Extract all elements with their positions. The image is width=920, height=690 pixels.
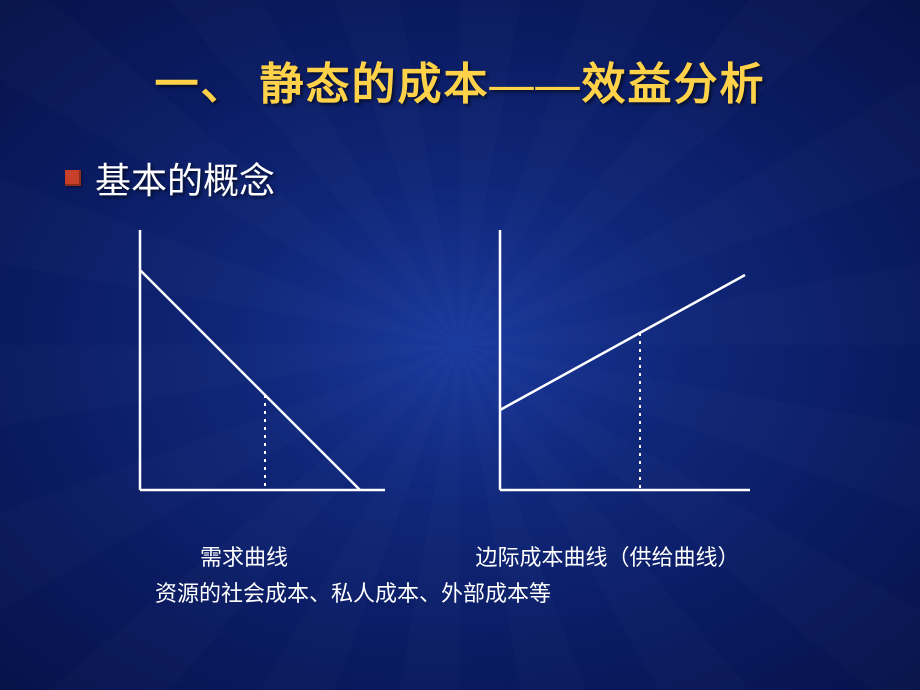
supply-label: 边际成本曲线（供给曲线） [476,540,740,572]
marginal-cost-chart [490,230,750,500]
labels-block: 需求曲线 边际成本曲线（供给曲线） 资源的社会成本、私人成本、外部成本等 [0,540,920,608]
bullet-marker [65,170,81,186]
demand-curve-svg [130,230,390,500]
marginal-cost-svg [490,230,750,500]
slide-title: 一、 静态的成本——效益分析 [0,48,920,112]
demand-curve-chart [130,230,390,500]
chart-labels-row: 需求曲线 边际成本曲线（供给曲线） [0,540,920,572]
charts-container [130,230,830,530]
demand-label: 需求曲线 [200,540,470,572]
demand-line [140,270,360,490]
bullet-item: 基本的概念 [65,152,275,204]
bullet-text: 基本的概念 [95,152,275,204]
supply-line [500,275,745,410]
footer-text: 资源的社会成本、私人成本、外部成本等 [0,576,920,608]
